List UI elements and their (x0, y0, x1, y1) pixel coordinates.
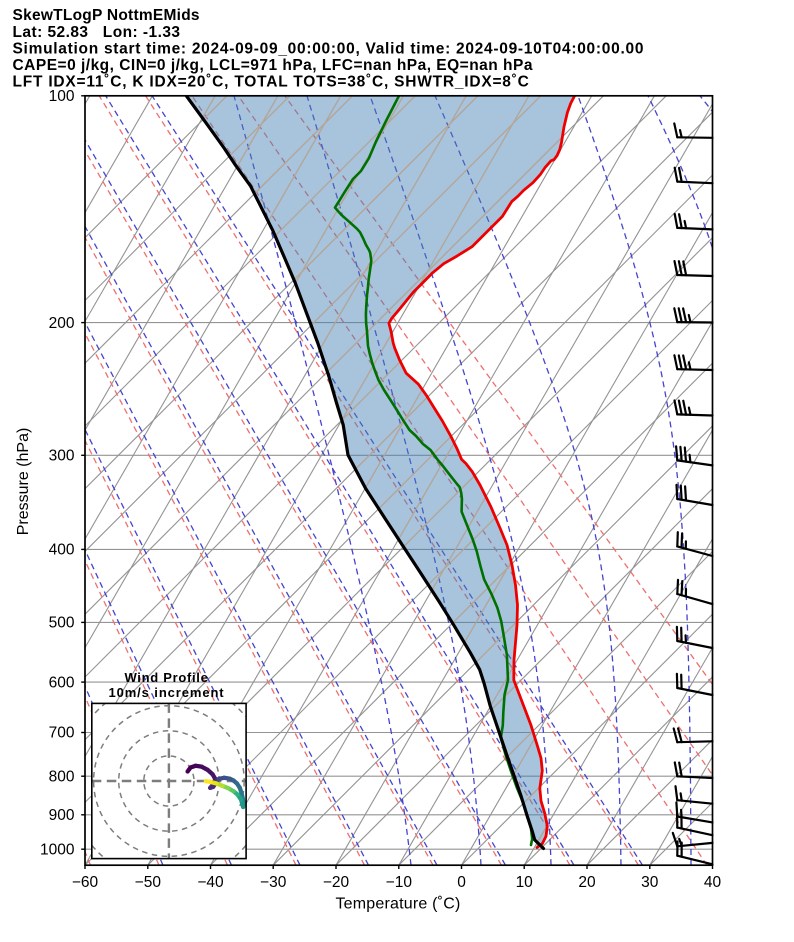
svg-text:10: 10 (516, 874, 534, 891)
svg-text:500: 500 (49, 615, 75, 632)
svg-text:−20: −20 (323, 874, 350, 891)
svg-text:1000: 1000 (40, 841, 75, 858)
svg-text:30: 30 (641, 874, 659, 891)
svg-text:Wind Profile: Wind Profile (124, 670, 208, 685)
svg-text:−40: −40 (197, 874, 224, 891)
svg-text:Lat: 52.83 Lon: -1.33: Lat: 52.83 Lon: -1.33 (13, 24, 181, 41)
svg-text:800: 800 (49, 768, 75, 785)
svg-text:Temperature (˚C): Temperature (˚C) (335, 896, 460, 913)
svg-text:Simulation start time: 2024-09: Simulation start time: 2024-09-09_00:00:… (13, 40, 645, 57)
svg-text:300: 300 (49, 448, 75, 465)
svg-text:−10: −10 (386, 874, 413, 891)
svg-text:Pressure (hPa): Pressure (hPa) (15, 428, 32, 536)
svg-text:400: 400 (49, 542, 75, 559)
svg-text:40: 40 (704, 874, 722, 891)
svg-text:0: 0 (457, 874, 466, 891)
svg-text:20: 20 (578, 874, 596, 891)
svg-text:10m/s increment: 10m/s increment (108, 685, 224, 700)
svg-text:LFT IDX=11˚C, K IDX=20˚C, TOTA: LFT IDX=11˚C, K IDX=20˚C, TOTAL TOTS=38˚… (13, 74, 530, 91)
svg-text:700: 700 (49, 725, 75, 742)
svg-text:−60: −60 (72, 874, 99, 891)
svg-text:CAPE=0 j/kg, CIN=0 j/kg, LCL=9: CAPE=0 j/kg, CIN=0 j/kg, LCL=971 hPa, LF… (13, 57, 533, 74)
svg-text:900: 900 (49, 807, 75, 824)
svg-text:600: 600 (49, 674, 75, 691)
svg-text:−30: −30 (260, 874, 287, 891)
svg-text:−50: −50 (135, 874, 162, 891)
svg-text:200: 200 (49, 315, 75, 332)
svg-text:SkewTLogP NottmEMids: SkewTLogP NottmEMids (13, 7, 200, 24)
